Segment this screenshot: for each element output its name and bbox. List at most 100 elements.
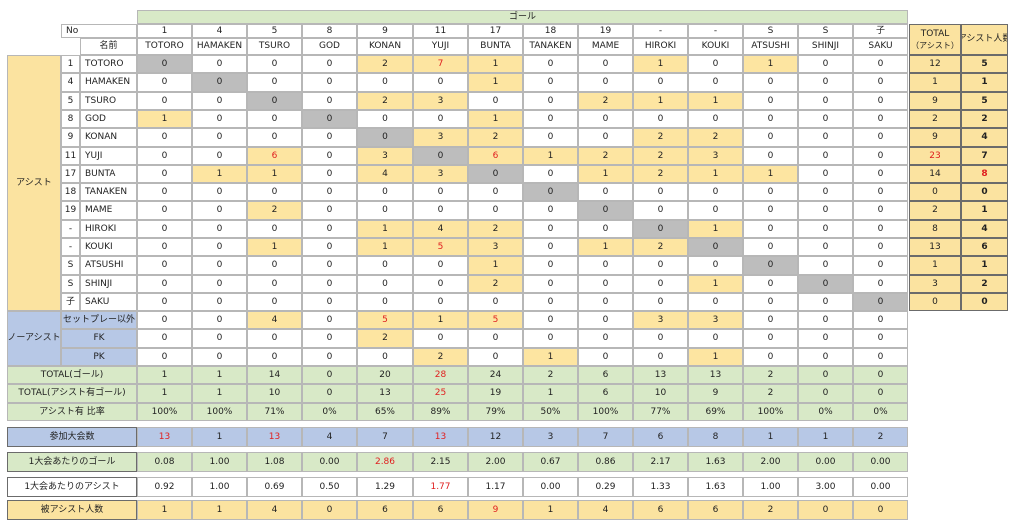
row-name-13: SAKU xyxy=(80,293,137,311)
matrix-cell: 1 xyxy=(688,220,743,238)
summary-cell: 65% xyxy=(357,403,413,421)
matrix-cell: 0 xyxy=(798,238,853,256)
summary-cell: 0 xyxy=(853,366,908,384)
no-assist-cell: 1 xyxy=(688,348,743,366)
matrix-cell: 0 xyxy=(247,220,302,238)
total-assist-header-line2: （アシスト） xyxy=(911,40,959,50)
matrix-cell: 0 xyxy=(578,256,633,275)
row-no-7: 18 xyxy=(61,183,80,201)
matrix-cell: 2 xyxy=(633,238,688,256)
matrix-cell: 0 xyxy=(578,275,633,293)
matrix-cell: 1 xyxy=(633,55,688,73)
summary-cell: 79% xyxy=(468,403,523,421)
matrix-cell: 1 xyxy=(137,110,192,128)
stat-cell: 1 xyxy=(192,500,247,520)
matrix-cell: 0 xyxy=(137,256,192,275)
matrix-cell: 0 xyxy=(192,293,247,311)
matrix-cell: 0 xyxy=(743,275,798,293)
stat-cell: 0.92 xyxy=(137,477,192,497)
matrix-cell: 0 xyxy=(137,165,192,183)
column-no-1: 4 xyxy=(192,24,247,38)
summary-cell: 13 xyxy=(633,366,688,384)
matrix-cell: 0 xyxy=(413,183,468,201)
stat-label: 1大会あたりのゴール xyxy=(7,452,137,472)
matrix-cell: 0 xyxy=(247,92,302,110)
matrix-cell: 0 xyxy=(798,147,853,165)
column-no-3: 8 xyxy=(302,24,357,38)
row-name-7: TANAKEN xyxy=(80,183,137,201)
matrix-cell: 0 xyxy=(523,256,578,275)
matrix-cell: 0 xyxy=(798,110,853,128)
matrix-cell: 0 xyxy=(137,275,192,293)
matrix-cell: 0 xyxy=(302,275,357,293)
stat-cell: 0 xyxy=(798,500,853,520)
matrix-cell: 0 xyxy=(578,183,633,201)
matrix-cell: 0 xyxy=(357,293,413,311)
matrix-cell: 0 xyxy=(798,128,853,147)
summary-cell: 71% xyxy=(247,403,302,421)
summary-label: アシスト有 比率 xyxy=(7,403,137,421)
matrix-cell: 3 xyxy=(468,238,523,256)
no-assist-cell: 0 xyxy=(468,329,523,348)
summary-cell: 89% xyxy=(413,403,468,421)
no-assist-cell: 2 xyxy=(357,329,413,348)
matrix-cell: 0 xyxy=(688,73,743,92)
matrix-cell: 0 xyxy=(192,220,247,238)
stat-label: 被アシスト人数 xyxy=(7,500,137,520)
no-assist-cell: 4 xyxy=(247,311,302,329)
column-name-12: SHINJI xyxy=(798,38,853,55)
stat-cell: 0.00 xyxy=(853,477,908,497)
matrix-cell: 0 xyxy=(413,201,468,220)
matrix-cell: 0 xyxy=(468,201,523,220)
stat-cell: 13 xyxy=(247,427,302,447)
row-name-6: BUNTA xyxy=(80,165,137,183)
column-name-13: SAKU xyxy=(853,38,908,55)
summary-cell: 24 xyxy=(468,366,523,384)
matrix-cell: 0 xyxy=(798,73,853,92)
no-assist-cell: 0 xyxy=(853,348,908,366)
matrix-cell: 0 xyxy=(853,183,908,201)
summary-label: TOTAL(アシスト有ゴール) xyxy=(7,384,137,403)
matrix-cell: 0 xyxy=(798,220,853,238)
matrix-cell: 0 xyxy=(192,110,247,128)
column-name-3: GOD xyxy=(302,38,357,55)
column-no-0: 1 xyxy=(137,24,192,38)
matrix-cell: 0 xyxy=(578,293,633,311)
no-assist-cell: 1 xyxy=(523,348,578,366)
matrix-cell: 0 xyxy=(853,256,908,275)
no-assist-cell: 0 xyxy=(137,311,192,329)
summary-cell: 0% xyxy=(302,403,357,421)
matrix-cell: 0 xyxy=(192,183,247,201)
matrix-cell: 0 xyxy=(688,256,743,275)
total-assist-header-line1: TOTAL xyxy=(920,28,950,39)
row-assist-people: 1 xyxy=(961,201,1008,220)
stat-cell: 6 xyxy=(688,500,743,520)
matrix-cell: 0 xyxy=(247,256,302,275)
summary-cell: 0 xyxy=(798,366,853,384)
matrix-cell: 0 xyxy=(523,165,578,183)
summary-cell: 69% xyxy=(688,403,743,421)
matrix-cell: 0 xyxy=(192,201,247,220)
stat-cell: 2.00 xyxy=(743,452,798,472)
matrix-cell: 0 xyxy=(302,238,357,256)
no-assist-cell: 0 xyxy=(798,311,853,329)
no-assist-cell: 0 xyxy=(137,348,192,366)
column-name-8: MAME xyxy=(578,38,633,55)
no-assist-cell: 0 xyxy=(247,348,302,366)
column-no-11: S xyxy=(743,24,798,38)
matrix-cell: 0 xyxy=(688,293,743,311)
row-assist-people: 4 xyxy=(961,220,1008,238)
matrix-cell: 2 xyxy=(357,92,413,110)
matrix-cell: 2 xyxy=(688,128,743,147)
matrix-cell: 2 xyxy=(633,128,688,147)
row-no-13: 子 xyxy=(61,293,80,311)
matrix-cell: 0 xyxy=(798,201,853,220)
stat-cell: 0.00 xyxy=(523,477,578,497)
summary-cell: 2 xyxy=(743,384,798,403)
matrix-cell: 0 xyxy=(633,73,688,92)
stat-cell: 0.29 xyxy=(578,477,633,497)
total-assist-header: TOTAL （アシスト） xyxy=(909,24,961,55)
matrix-cell: 2 xyxy=(468,128,523,147)
matrix-cell: 0 xyxy=(192,147,247,165)
row-total-assist: 0 xyxy=(909,183,961,201)
